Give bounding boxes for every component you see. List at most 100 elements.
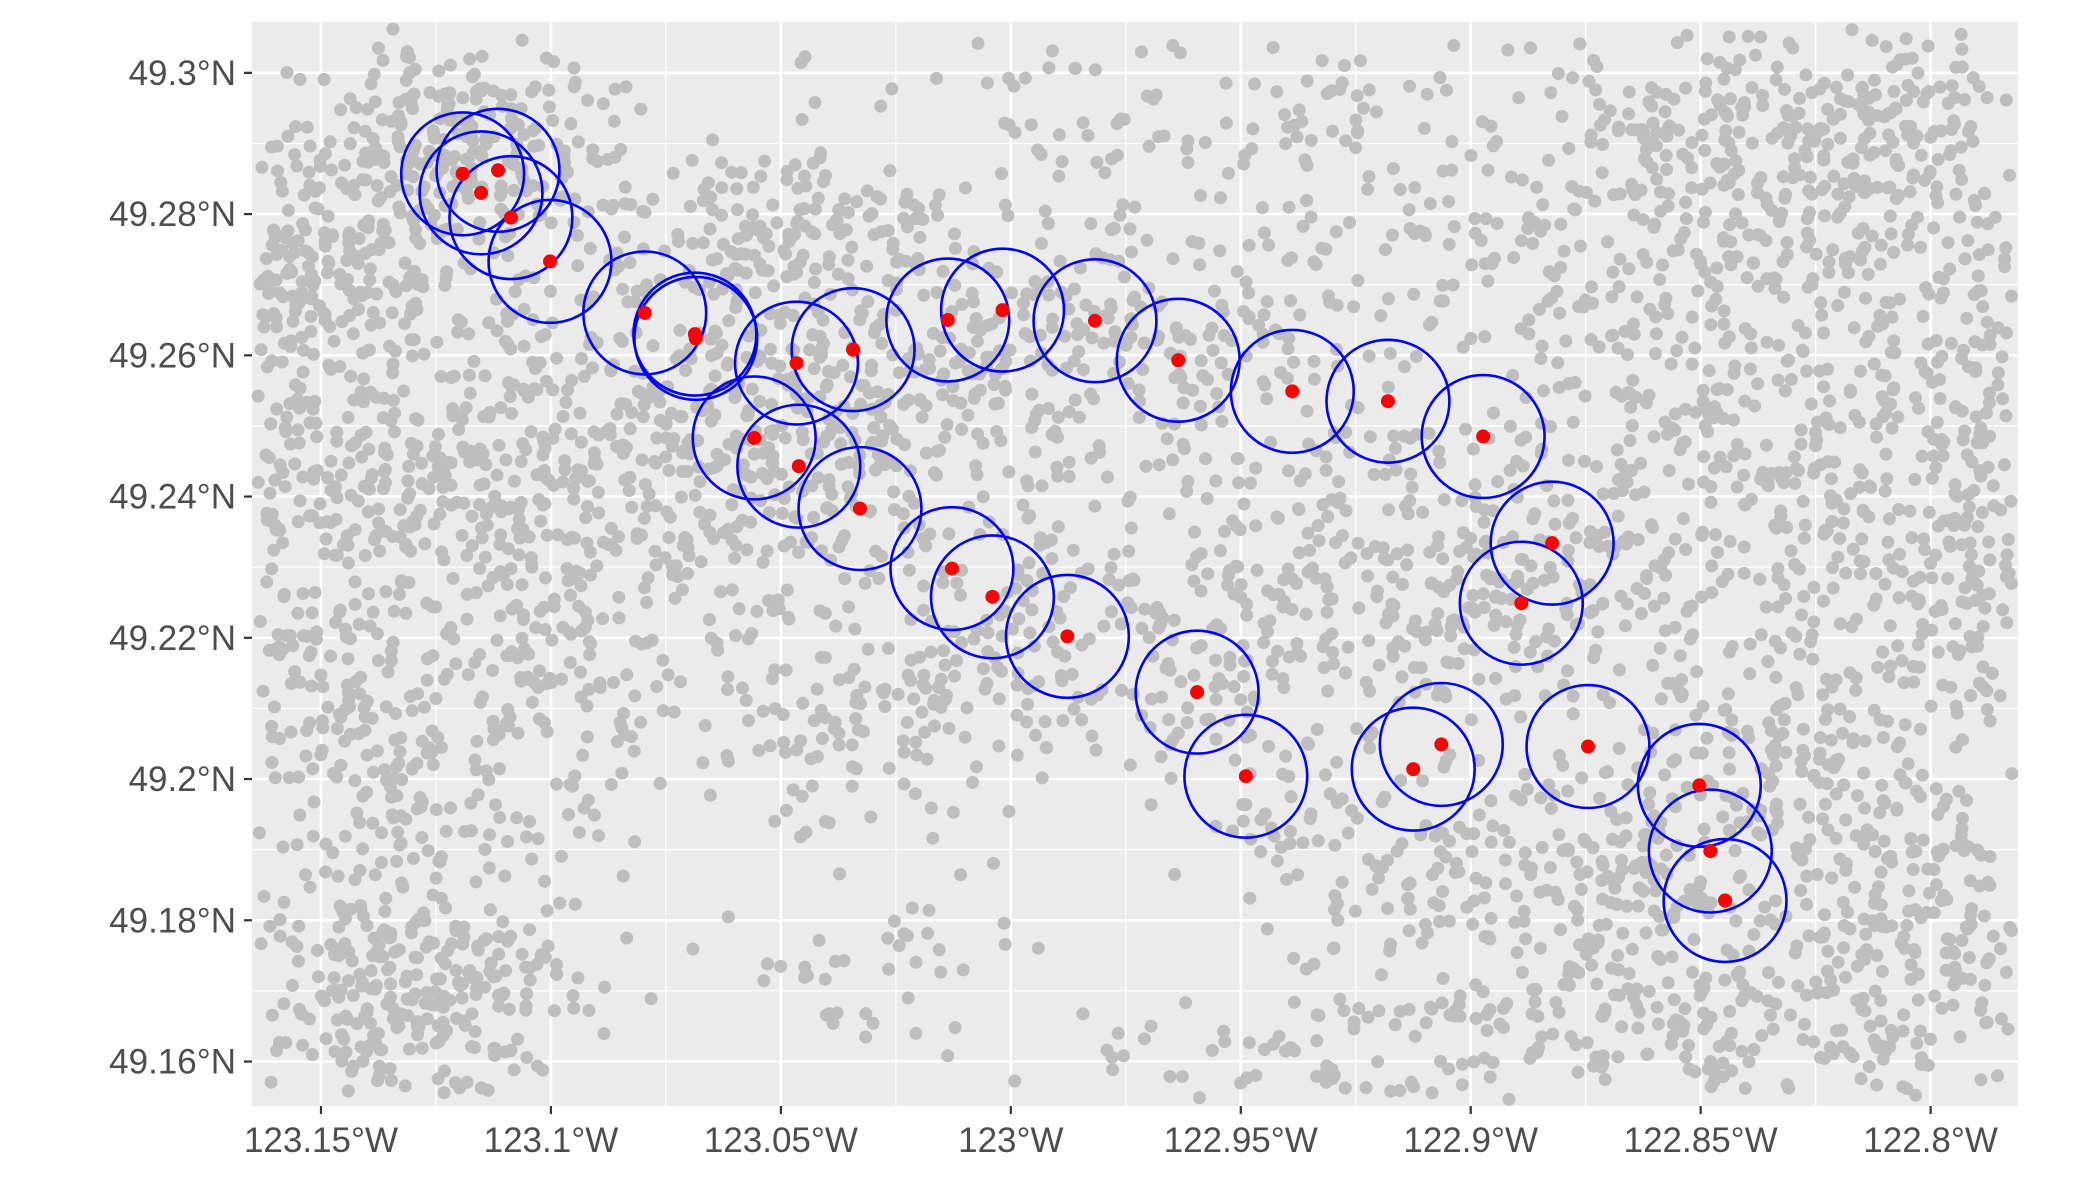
y-tick-label: 49.26°N xyxy=(109,336,236,375)
background-point xyxy=(1214,191,1227,205)
background-point xyxy=(1944,680,1958,694)
background-point xyxy=(1704,108,1718,122)
background-point xyxy=(398,975,412,989)
background-point xyxy=(1491,475,1505,488)
background-point xyxy=(1236,798,1250,811)
background-point xyxy=(1705,586,1719,599)
background-point xyxy=(1982,386,1996,400)
background-point xyxy=(281,203,295,217)
background-point xyxy=(1805,278,1819,292)
background-point xyxy=(1226,824,1240,838)
background-point xyxy=(756,263,769,277)
background-point xyxy=(273,1036,286,1049)
background-point xyxy=(265,719,279,733)
background-point xyxy=(739,693,753,707)
background-point xyxy=(1067,702,1081,716)
background-point xyxy=(1927,221,1941,235)
background-point xyxy=(721,670,735,684)
background-point xyxy=(1092,439,1106,453)
background-point xyxy=(357,701,371,715)
background-point xyxy=(1944,336,1958,350)
buffer-circle xyxy=(1636,722,1763,849)
background-point xyxy=(1469,1011,1483,1025)
background-point xyxy=(774,467,788,481)
buffer-circle xyxy=(736,403,862,529)
background-point xyxy=(926,831,940,845)
background-point xyxy=(1480,1024,1494,1037)
background-point xyxy=(567,61,581,75)
background-point xyxy=(434,994,448,1008)
background-point xyxy=(1707,461,1721,475)
background-point xyxy=(283,629,297,643)
background-point xyxy=(1722,30,1736,44)
background-point xyxy=(1933,373,1947,387)
background-point xyxy=(1817,326,1831,340)
background-point xyxy=(1565,180,1579,193)
background-point xyxy=(901,991,915,1005)
background-point xyxy=(1685,181,1699,195)
background-point xyxy=(1085,729,1099,743)
background-point xyxy=(845,738,859,752)
buffer-circle xyxy=(1229,328,1356,455)
background-point xyxy=(865,358,878,372)
background-point xyxy=(359,425,373,439)
background-point xyxy=(1958,93,1971,107)
background-point xyxy=(1623,434,1637,447)
background-point xyxy=(1456,526,1470,540)
background-point xyxy=(306,829,320,843)
background-point xyxy=(1487,406,1500,420)
background-point xyxy=(1800,869,1814,883)
background-point xyxy=(1658,298,1672,311)
buffer-circle xyxy=(939,247,1066,373)
background-point xyxy=(323,135,337,149)
x-axis: 123.15°W 123.1°W 123.05°W 123°W 122.95°W 122.… xyxy=(244,1106,1998,1160)
background-point xyxy=(1079,298,1093,312)
background-point xyxy=(276,536,290,550)
background-point xyxy=(1902,884,1916,898)
background-point xyxy=(1303,543,1316,557)
background-point xyxy=(1925,571,1939,585)
background-point xyxy=(628,835,642,849)
background-point xyxy=(1691,284,1705,298)
background-point xyxy=(721,754,735,768)
background-point xyxy=(970,334,984,348)
background-point xyxy=(360,1045,373,1059)
background-point xyxy=(538,874,552,888)
background-point xyxy=(1982,587,1996,601)
background-point xyxy=(777,243,791,257)
background-point xyxy=(524,425,538,439)
background-point xyxy=(1964,548,1978,562)
background-point xyxy=(1807,768,1821,782)
background-point xyxy=(841,480,855,494)
background-point xyxy=(1760,197,1774,211)
background-point xyxy=(1659,848,1673,862)
background-point xyxy=(278,480,292,494)
background-point xyxy=(1460,900,1474,914)
background-point xyxy=(408,950,422,964)
background-point xyxy=(413,503,427,517)
background-point xyxy=(745,382,759,396)
background-point xyxy=(331,869,345,883)
background-point xyxy=(931,208,945,222)
background-point xyxy=(1950,706,1964,720)
background-point xyxy=(1966,134,1980,148)
background-point xyxy=(1270,854,1284,868)
background-point xyxy=(462,368,476,382)
background-point xyxy=(631,384,645,398)
background-point xyxy=(1705,299,1719,313)
background-point xyxy=(505,645,519,659)
background-point xyxy=(815,732,829,745)
background-point xyxy=(1387,429,1401,443)
background-point xyxy=(317,547,331,561)
y-tick-label: 49.28°N xyxy=(109,195,236,234)
background-point xyxy=(1166,453,1180,467)
background-point xyxy=(1743,362,1757,376)
background-point xyxy=(534,514,548,528)
background-point xyxy=(413,791,427,805)
background-point xyxy=(1958,424,1972,438)
background-point xyxy=(1339,425,1353,439)
background-point xyxy=(405,209,419,223)
background-point xyxy=(437,553,451,567)
background-point xyxy=(567,1001,581,1015)
background-point xyxy=(1351,274,1365,287)
